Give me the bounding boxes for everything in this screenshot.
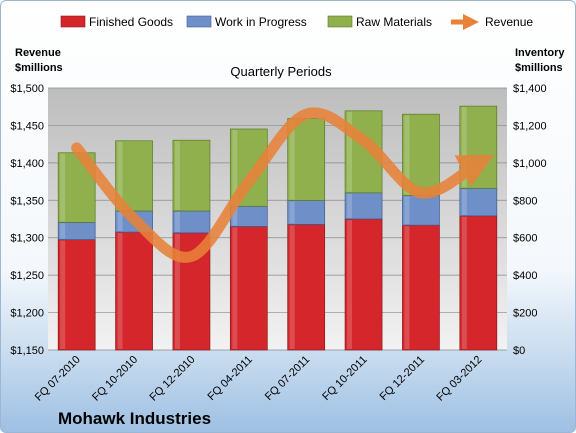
bar-highlight [174,233,180,349]
legend-swatch-finished-goods [60,15,86,28]
chart-title: Quarterly Periods [230,64,332,79]
left-tick-label: $1,450 [10,120,44,132]
revenue-point [362,139,365,142]
legend-label-raw-materials: Raw Materials [356,15,432,29]
bar-highlight [347,111,353,192]
legend-item-finished-goods[interactable]: Finished Goods [60,15,173,29]
bar-highlight [117,141,123,210]
left-tick-label: $1,400 [10,158,44,170]
right-tick-label: $1,400 [513,83,547,95]
bar-highlight [289,119,295,200]
x-tick-label: FQ 12-2011 [378,354,427,403]
revenue-point [477,161,480,164]
bar-raw-materials[interactable] [57,152,96,223]
right-tick-label: $1,200 [513,120,547,132]
bar-finished-goods[interactable] [287,224,326,351]
bar-highlight [174,141,180,210]
x-tick-label: FQ 10-2010 [90,354,140,404]
left-axis-ticks: $1,150 $1,200 $1,250 $1,300 $1,350 $1,400 $1,4… [10,83,44,357]
right-tick-label: $0 [513,345,525,357]
revenue-line-series [71,107,494,263]
left-axis-title-line1: Revenue [15,47,61,59]
bar-highlight [289,201,295,224]
left-tick-label: $1,200 [10,308,44,320]
right-tick-label: $600 [513,233,537,245]
revenue-point [305,113,308,116]
legend-label-work-in-progress: Work in Progress [215,15,307,29]
x-tick-label: FQ 07-2011 [263,354,312,403]
bar-highlight [461,189,467,215]
bar-series [57,105,498,351]
left-tick-label: $1,350 [10,195,44,207]
left-axis-title-line2: $millions [15,62,63,74]
bar-highlight [60,153,66,222]
right-tick-label: $800 [513,195,537,207]
bar-highlight [232,227,238,349]
bar-finished-goods[interactable] [344,218,383,351]
bar-finished-goods[interactable] [115,231,153,351]
bar-highlight [347,220,353,349]
right-tick-label: $200 [513,308,537,320]
revenue-point [133,218,136,221]
bar-highlight [232,129,238,206]
revenue-point [419,191,422,194]
bar-highlight [347,193,353,218]
bar-work-in-progress[interactable] [402,195,440,226]
x-tick-label: FQ 03-2012 [434,354,484,404]
x-tick-label: FQ 12-2010 [148,354,198,404]
legend-swatch-work-in-progress [186,15,212,28]
bar-highlight [117,233,123,349]
bar-highlight [461,216,467,349]
bar-highlight [404,196,410,225]
bar-work-in-progress[interactable] [344,192,383,220]
left-tick-label: $1,500 [10,83,44,95]
legend-item-revenue[interactable]: Revenue [451,13,533,31]
bar-highlight [232,207,238,226]
right-tick-label: $1,000 [513,158,547,170]
revenue-point [247,180,250,183]
legend-label-revenue: Revenue [485,15,533,29]
right-axis-title-line2: $millions [515,62,563,74]
x-tick-label: FQ 04-2011 [206,354,255,403]
right-axis-ticks: $0 $200 $400 $600 $800 $1,000 $1,200 $1,400 [513,83,547,357]
right-axis-title-line1: Inventory [515,47,565,59]
x-tick-label: FQ 07-2010 [33,354,83,404]
bar-highlight [289,225,295,349]
bar-finished-goods[interactable] [57,239,96,351]
bar-highlight [60,240,66,349]
bar-highlight [174,211,180,232]
left-tick-label: $1,150 [10,345,44,357]
bar-highlight [461,107,467,188]
revenue-point [190,255,193,258]
left-tick-label: $1,250 [10,270,44,282]
x-axis-labels: FQ 07-2010 FQ 10-2010 FQ 12-2010 FQ 04-2011… [33,354,485,404]
bar-finished-goods[interactable] [459,215,498,351]
x-tick-label: FQ 10-2011 [320,354,369,403]
company-name: Mohawk Industries [58,409,211,428]
legend-item-work-in-progress[interactable]: Work in Progress [186,15,307,29]
legend-swatch-raw-materials [327,15,353,28]
legend-label-finished-goods: Finished Goods [89,15,173,29]
revenue-point [75,146,78,149]
bar-highlight [404,226,410,349]
legend: Finished Goods Work in Progress Raw Mate… [60,13,533,31]
bar-highlight [117,211,123,232]
bar-raw-materials[interactable] [172,139,211,212]
bar-finished-goods[interactable] [229,226,268,351]
bar-highlight [404,115,410,195]
revenue-line[interactable] [71,107,494,263]
bar-finished-goods[interactable] [402,224,440,351]
bar-highlight [60,223,66,239]
right-tick-label: $400 [513,270,537,282]
legend-item-raw-materials[interactable]: Raw Materials [327,15,432,29]
left-tick-label: $1,300 [10,233,44,245]
